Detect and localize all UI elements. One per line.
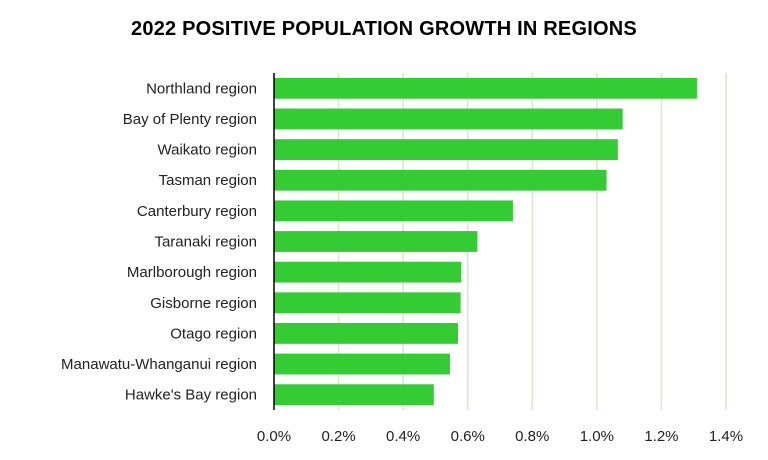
category-label: Otago region: [170, 325, 257, 342]
chart-title: 2022 POSITIVE POPULATION GROWTH IN REGIO…: [131, 18, 637, 40]
category-label: Northland region: [146, 80, 257, 97]
x-tick-label: 1.2%: [644, 428, 678, 445]
x-tick-label: 1.4%: [709, 428, 743, 445]
category-label: Bay of Plenty region: [123, 111, 257, 128]
category-labels: Northland region Bay of Plenty region Waik…: [61, 80, 257, 403]
category-label: Hawke's Bay region: [125, 387, 257, 404]
category-label: Gisborne region: [150, 295, 257, 312]
x-tick-label: 1.0%: [580, 428, 614, 445]
bar: [274, 77, 697, 99]
category-label: Waikato region: [158, 142, 258, 159]
bar: [274, 292, 461, 314]
category-label: Marlborough region: [127, 264, 257, 281]
bar: [274, 353, 450, 375]
bar: [274, 261, 462, 283]
bar: [274, 169, 607, 191]
bar: [274, 108, 623, 130]
x-tick-label: 0.2%: [321, 428, 355, 445]
category-label: Canterbury region: [137, 203, 257, 220]
x-tick-label: 0.8%: [515, 428, 549, 445]
bars: [274, 77, 697, 406]
category-label: Taranaki region: [154, 234, 257, 251]
bar: [274, 322, 459, 344]
category-label: Manawatu-Whanganui region: [61, 356, 257, 373]
category-label: Tasman region: [159, 172, 257, 189]
bar: [274, 200, 513, 222]
bar: [274, 231, 478, 252]
x-tick-labels: 0.0% 0.2% 0.4% 0.6% 0.8% 1.0% 1.2% 1.4%: [257, 428, 743, 445]
bar: [274, 139, 618, 161]
bar: [274, 384, 434, 406]
x-tick-label: 0.0%: [257, 428, 291, 445]
x-tick-label: 0.6%: [451, 428, 485, 445]
x-tick-label: 0.4%: [386, 428, 420, 445]
